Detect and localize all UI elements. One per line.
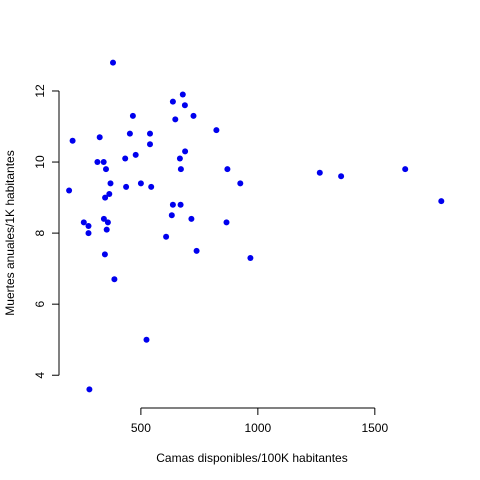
data-point <box>123 184 129 190</box>
data-point <box>237 180 243 186</box>
data-point <box>105 219 111 225</box>
data-point <box>180 92 186 98</box>
y-axis-title: Muertes anuales/1K habitantes <box>3 150 17 315</box>
x-tick-label: 1500 <box>361 421 388 435</box>
data-point <box>191 113 197 119</box>
data-point <box>163 234 169 240</box>
data-point <box>178 166 184 172</box>
y-tick-label: 4 <box>33 372 47 379</box>
data-point <box>106 191 112 197</box>
data-point <box>402 166 408 172</box>
data-point <box>170 202 176 208</box>
x-tick-label: 1000 <box>244 421 271 435</box>
data-point <box>147 141 153 147</box>
data-point <box>177 156 183 162</box>
data-point <box>81 219 87 225</box>
y-tick-label: 6 <box>33 301 47 308</box>
data-point <box>182 102 188 108</box>
y-tick-label: 10 <box>33 155 47 169</box>
data-point <box>130 113 136 119</box>
y-axis: 4 6 8 10 12 <box>33 84 59 379</box>
data-point <box>178 202 184 208</box>
x-axis-title: Camas disponibles/100K habitantes <box>156 451 347 465</box>
data-point <box>172 116 178 122</box>
data-point <box>338 173 344 179</box>
data-point <box>133 152 139 158</box>
data-point <box>438 198 444 204</box>
data-point <box>103 166 109 172</box>
data-point <box>138 180 144 186</box>
data-point <box>97 134 103 140</box>
data-point <box>70 138 76 144</box>
data-point <box>144 337 150 343</box>
data-point <box>127 131 133 137</box>
data-point <box>108 180 114 186</box>
x-axis: 500 1000 1500 <box>131 408 389 435</box>
data-point <box>94 159 100 165</box>
data-point <box>317 170 323 176</box>
data-point <box>110 60 116 66</box>
data-point <box>101 159 107 165</box>
data-point <box>102 251 108 257</box>
data-point <box>66 188 72 194</box>
y-tick-label: 12 <box>33 84 47 98</box>
y-tick-label: 8 <box>33 229 47 236</box>
data-point <box>188 216 194 222</box>
data-point <box>169 212 175 218</box>
data-point <box>194 248 200 254</box>
data-point <box>224 219 230 225</box>
data-point <box>86 223 92 229</box>
data-point <box>104 227 110 233</box>
points-layer <box>66 60 444 393</box>
x-tick-label: 500 <box>131 421 151 435</box>
data-point <box>122 156 128 162</box>
data-point <box>224 166 230 172</box>
data-point <box>86 386 92 392</box>
data-point <box>148 184 154 190</box>
data-point <box>247 255 253 261</box>
data-point <box>147 131 153 137</box>
data-point <box>111 276 117 282</box>
data-point <box>86 230 92 236</box>
data-point <box>182 148 188 154</box>
data-point <box>170 99 176 105</box>
data-point <box>213 127 219 133</box>
